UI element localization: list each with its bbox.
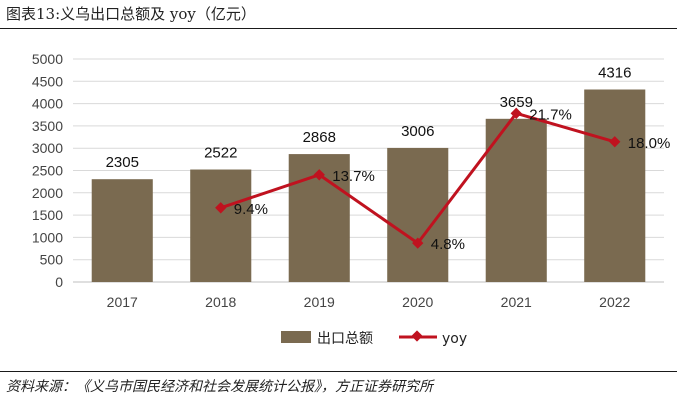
- legend-label-bar: 出口总额: [317, 331, 373, 347]
- yoy-value-label: 18.0%: [628, 135, 671, 152]
- legend-swatch-marker: [411, 330, 423, 342]
- x-tick-label: 2021: [501, 294, 532, 310]
- x-tick-label: 2022: [599, 294, 630, 310]
- x-tick-label: 2019: [304, 294, 335, 310]
- yoy-value-label: 9.4%: [234, 201, 268, 218]
- y-tick-label: 3000: [32, 140, 63, 156]
- yoy-value-labels: 9.4% 13.7% 4.8% 21.7% 18.0%: [234, 106, 671, 253]
- title-divider: [0, 28, 677, 29]
- yoy-value-label: 13.7%: [332, 168, 375, 185]
- bar-value-label: 2522: [204, 145, 237, 162]
- y-tick-label: 500: [40, 252, 64, 268]
- x-tick-label: 2017: [107, 294, 138, 310]
- bar-value-label: 3006: [401, 123, 434, 140]
- yoy-marker: [313, 169, 325, 181]
- y-tick-label: 3500: [32, 118, 63, 134]
- y-tick-label: 4500: [32, 73, 63, 89]
- grid-lines: [73, 58, 664, 283]
- y-tick-label: 1500: [32, 207, 63, 223]
- chart-area: 0 500 1000 1500 2000 2500 3000 3500 4000 4500 5000…: [32, 51, 671, 347]
- legend-swatch-bar: [281, 331, 311, 343]
- source-note: 资料来源：《义乌市国民经济和社会发展统计公报》，方正证券研究所: [6, 379, 433, 395]
- yoy-value-label: 21.7%: [529, 106, 572, 123]
- yoy-series: [215, 107, 621, 249]
- yoy-marker: [412, 237, 424, 249]
- yoy-marker: [215, 202, 227, 214]
- y-tick-label: 2500: [32, 163, 63, 179]
- y-tick-label: 4000: [32, 96, 63, 112]
- x-tick-label: 2020: [402, 294, 433, 310]
- bar-value-label: 2868: [303, 129, 336, 146]
- bar: [584, 89, 646, 282]
- yoy-marker: [609, 136, 621, 148]
- y-tick-label: 2000: [32, 185, 63, 201]
- x-axis-ticks: 2017 2018 2019 2020 2021 2022: [107, 294, 631, 310]
- bar-value-label: 4316: [598, 65, 631, 82]
- bar-value-label: 2305: [106, 154, 139, 171]
- y-tick-label: 1000: [32, 229, 63, 245]
- x-tick-label: 2018: [205, 294, 236, 310]
- bar: [91, 179, 153, 282]
- y-tick-label: 5000: [32, 51, 63, 67]
- legend-label-line: yoy: [442, 331, 467, 347]
- y-axis-ticks: 0 500 1000 1500 2000 2500 3000 3500 4000 4500 5000: [32, 51, 63, 290]
- bar-value-labels: 2305 2522 2868 3006 3659 4316: [106, 65, 632, 172]
- legend: 出口总额 yoy: [281, 330, 467, 347]
- chart-title: 图表13:义乌出口总额及 yoy（亿元）: [6, 5, 256, 23]
- bar: [485, 118, 547, 283]
- source-divider: [0, 371, 677, 372]
- bar-value-label: 3659: [500, 94, 533, 111]
- yoy-value-label: 4.8%: [431, 236, 465, 253]
- bar: [190, 169, 252, 282]
- y-tick-label: 0: [55, 274, 63, 290]
